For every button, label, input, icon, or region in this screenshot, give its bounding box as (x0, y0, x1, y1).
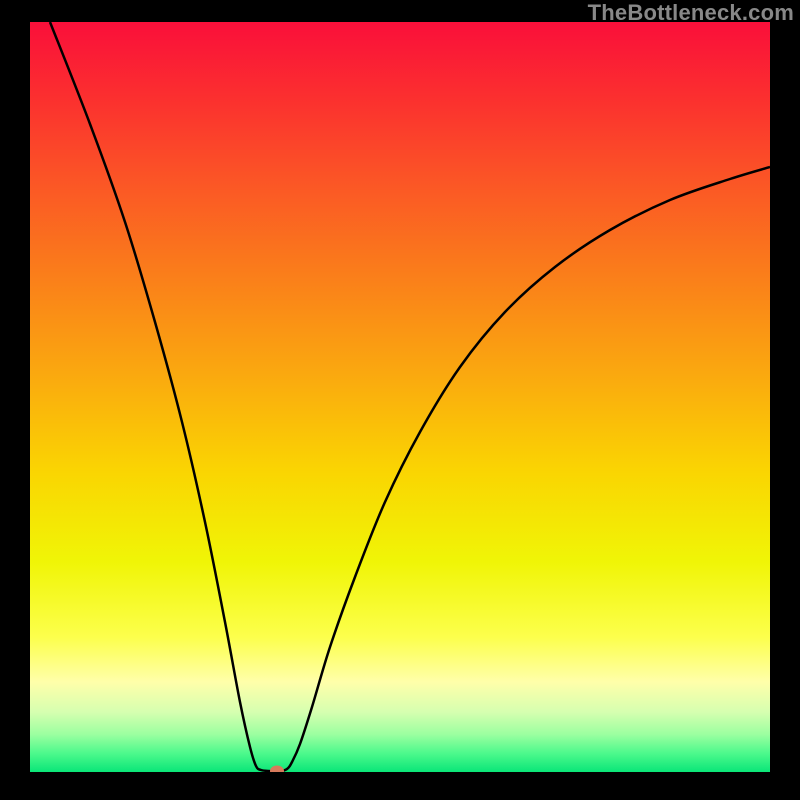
chart-container: TheBottleneck.com (0, 0, 800, 800)
gradient-background (30, 22, 770, 772)
plot-area (30, 22, 770, 772)
plot-svg (30, 22, 770, 772)
watermark-text: TheBottleneck.com (588, 0, 794, 26)
